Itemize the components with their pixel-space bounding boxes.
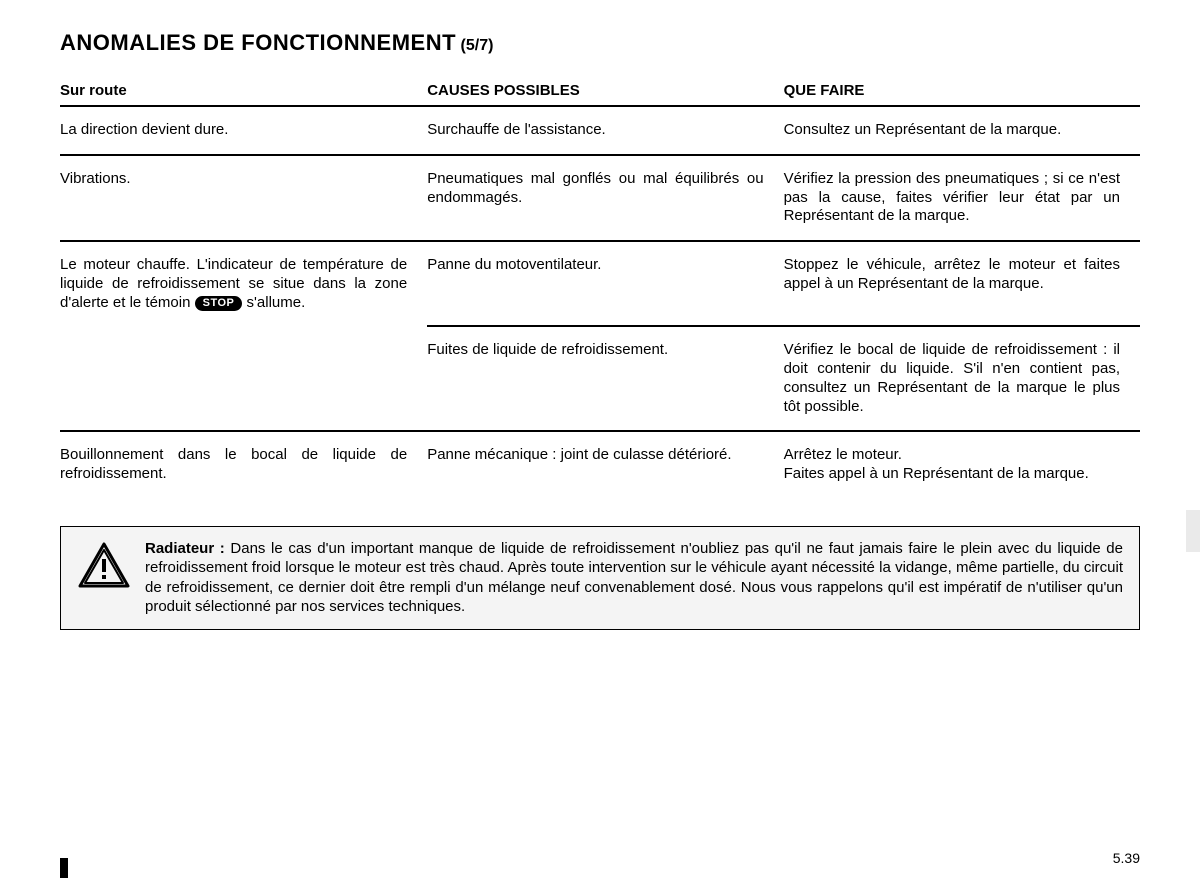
warning-icon	[77, 539, 131, 594]
warning-box: Radiateur : Dans le cas d'un important m…	[60, 526, 1140, 630]
table-header-row: Sur route CAUSES POSSIBLES QUE FAIRE	[60, 76, 1140, 106]
cell-cause: Surchauffe de l'assistance.	[427, 106, 783, 155]
document-page: ANOMALIES DE FONCTIONNEMENT (5/7) Sur ro…	[0, 0, 1200, 888]
cell-cause: Fuites de liquide de refroidissement.	[427, 326, 783, 431]
cell-symptom: Le moteur chauffe. L'indicateur de tempé…	[60, 241, 427, 326]
corner-mark	[60, 858, 68, 878]
col-header-action: QUE FAIRE	[784, 76, 1140, 106]
table-row: Bouillonnement dans le bocal de liquide …	[60, 431, 1140, 498]
cell-cause: Panne mécanique : joint de culasse détér…	[427, 431, 783, 498]
warning-text: Radiateur : Dans le cas d'un important m…	[145, 539, 1123, 617]
action-line: Arrêtez le moteur.	[784, 446, 902, 463]
cell-action: Stoppez le véhicule, arrêtez le moteur e…	[784, 241, 1140, 326]
troubleshooting-table: Sur route CAUSES POSSIBLES QUE FAIRE La …	[60, 76, 1140, 498]
title-pager: (5/7)	[461, 37, 494, 54]
cell-action: Vérifiez le bocal de liquide de refroidi…	[784, 326, 1140, 431]
table-row: Fuites de liquide de refroidissement. Vé…	[60, 326, 1140, 431]
cell-symptom: Vibrations.	[60, 155, 427, 241]
title-main: ANOMALIES DE FONCTIONNEMENT	[60, 30, 456, 55]
table-row: La direction devient dure. Surchauffe de…	[60, 106, 1140, 155]
cell-action: Arrêtez le moteur. Faites appel à un Rep…	[784, 431, 1140, 498]
warning-label: Radiateur :	[145, 540, 225, 557]
cell-action: Vérifiez la pression des pneumatiques ; …	[784, 155, 1140, 241]
col-header-cause: CAUSES POSSIBLES	[427, 76, 783, 106]
col-header-symptom: Sur route	[60, 76, 427, 106]
cell-symptom: La direction devient dure.	[60, 106, 427, 155]
cell-action: Consultez un Représentant de la marque.	[784, 106, 1140, 155]
stop-badge: STOP	[195, 296, 243, 312]
table-row: Le moteur chauffe. L'indicateur de tempé…	[60, 241, 1140, 326]
table-row: Vibrations. Pneumatiques mal gonflés ou …	[60, 155, 1140, 241]
warning-body: Dans le cas d'un important manque de liq…	[145, 540, 1123, 616]
action-line: Faites appel à un Représentant de la mar…	[784, 465, 1089, 482]
cell-symptom: Bouillonnement dans le bocal de liquide …	[60, 431, 427, 498]
cell-symptom	[60, 326, 427, 431]
cell-cause: Pneumatiques mal gonflés ou mal équilibr…	[427, 155, 783, 241]
page-number: 5.39	[1113, 850, 1140, 866]
page-title: ANOMALIES DE FONCTIONNEMENT (5/7)	[60, 30, 1140, 56]
cell-cause: Panne du motoventilateur.	[427, 241, 783, 326]
symptom-text-post: s'allume.	[242, 294, 305, 311]
side-tab	[1186, 510, 1200, 552]
